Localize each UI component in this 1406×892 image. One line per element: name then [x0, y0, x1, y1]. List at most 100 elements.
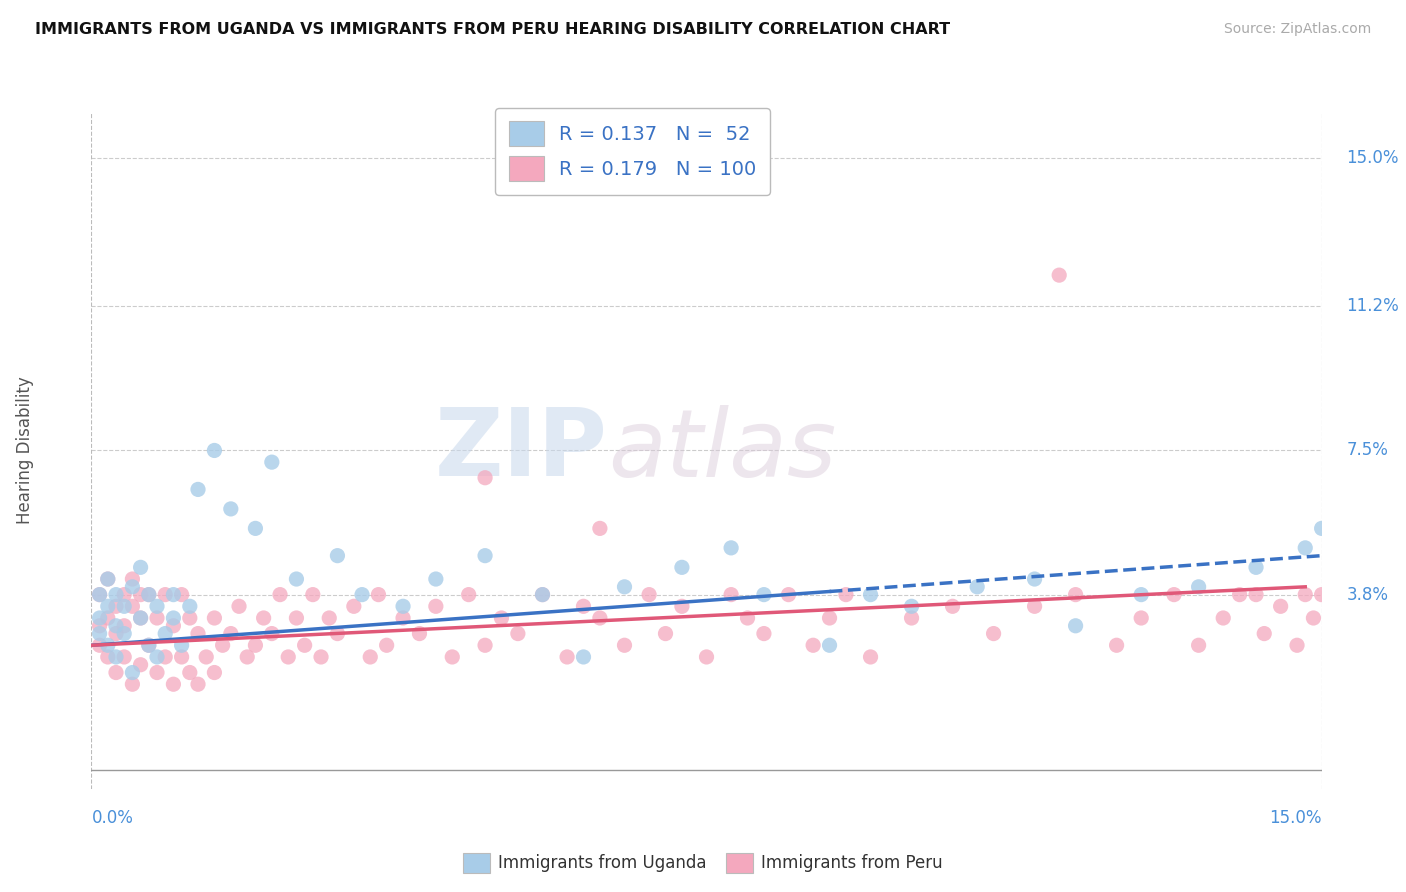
Point: [105, 619, 127, 633]
Point: [491, 611, 513, 625]
Point: [1064, 588, 1087, 602]
Point: [112, 649, 135, 664]
Point: [1024, 599, 1046, 614]
Point: [1285, 638, 1308, 652]
Point: [359, 649, 381, 664]
Point: [146, 599, 169, 614]
Point: [1212, 611, 1234, 625]
Point: [294, 638, 316, 652]
Point: [654, 626, 676, 640]
Point: [202, 443, 225, 458]
Point: [671, 560, 693, 574]
Point: [1244, 588, 1267, 602]
Point: [129, 588, 152, 602]
Point: [89, 626, 111, 640]
Point: [97, 638, 120, 652]
Point: [352, 588, 374, 602]
Point: [671, 599, 693, 614]
Text: 15.0%: 15.0%: [1347, 149, 1399, 168]
Point: [474, 471, 496, 485]
Point: [121, 580, 143, 594]
Point: [162, 611, 184, 625]
Point: [105, 588, 127, 602]
Point: [202, 611, 225, 625]
Point: [162, 677, 184, 691]
Point: [1270, 599, 1292, 614]
Point: [170, 638, 193, 652]
Point: [253, 611, 276, 625]
Text: 7.5%: 7.5%: [1347, 442, 1388, 459]
Point: [138, 588, 160, 602]
Point: [835, 588, 858, 602]
Point: [138, 638, 160, 652]
Point: [613, 580, 636, 594]
Point: [900, 611, 922, 625]
Point: [555, 649, 578, 664]
Point: [146, 665, 169, 680]
Point: [146, 611, 169, 625]
Point: [309, 649, 332, 664]
Point: [326, 549, 349, 563]
Point: [105, 649, 127, 664]
Point: [112, 626, 135, 640]
Point: [474, 549, 496, 563]
Point: [129, 611, 152, 625]
Point: [1244, 560, 1267, 574]
Point: [112, 619, 135, 633]
Point: [260, 455, 283, 469]
Point: [121, 665, 143, 680]
Point: [195, 649, 218, 664]
Point: [89, 638, 111, 652]
Point: [202, 665, 225, 680]
Point: [153, 626, 177, 640]
Point: [187, 677, 209, 691]
Point: [1229, 588, 1251, 602]
Point: [318, 611, 340, 625]
Point: [1310, 588, 1333, 602]
Point: [1302, 611, 1324, 625]
Point: [236, 649, 259, 664]
Text: Source: ZipAtlas.com: Source: ZipAtlas.com: [1223, 22, 1371, 37]
Point: [1024, 572, 1046, 586]
Point: [187, 483, 209, 497]
Point: [89, 611, 111, 625]
Point: [859, 588, 882, 602]
Point: [1187, 638, 1209, 652]
Legend: R = 0.137   N =  52, R = 0.179   N = 100: R = 0.137 N = 52, R = 0.179 N = 100: [495, 108, 770, 194]
Point: [1130, 588, 1153, 602]
Point: [425, 599, 447, 614]
Point: [179, 599, 201, 614]
Point: [720, 541, 742, 555]
Point: [474, 638, 496, 652]
Point: [801, 638, 824, 652]
Point: [89, 588, 111, 602]
Point: [818, 638, 841, 652]
Text: 15.0%: 15.0%: [1270, 809, 1322, 827]
Point: [105, 626, 127, 640]
Point: [695, 649, 717, 664]
Point: [425, 572, 447, 586]
Point: [121, 572, 143, 586]
Point: [138, 588, 160, 602]
Point: [613, 638, 636, 652]
Point: [572, 649, 595, 664]
Point: [720, 588, 742, 602]
Point: [187, 626, 209, 640]
Point: [228, 599, 250, 614]
Point: [392, 599, 415, 614]
Point: [367, 588, 389, 602]
Point: [737, 611, 759, 625]
Point: [105, 665, 127, 680]
Point: [153, 588, 177, 602]
Point: [245, 638, 267, 652]
Text: 0.0%: 0.0%: [91, 809, 134, 827]
Point: [1130, 611, 1153, 625]
Point: [285, 611, 308, 625]
Point: [179, 611, 201, 625]
Point: [1105, 638, 1128, 652]
Point: [752, 626, 775, 640]
Point: [457, 588, 479, 602]
Point: [162, 588, 184, 602]
Text: ZIP: ZIP: [436, 404, 607, 497]
Text: 3.8%: 3.8%: [1347, 586, 1388, 604]
